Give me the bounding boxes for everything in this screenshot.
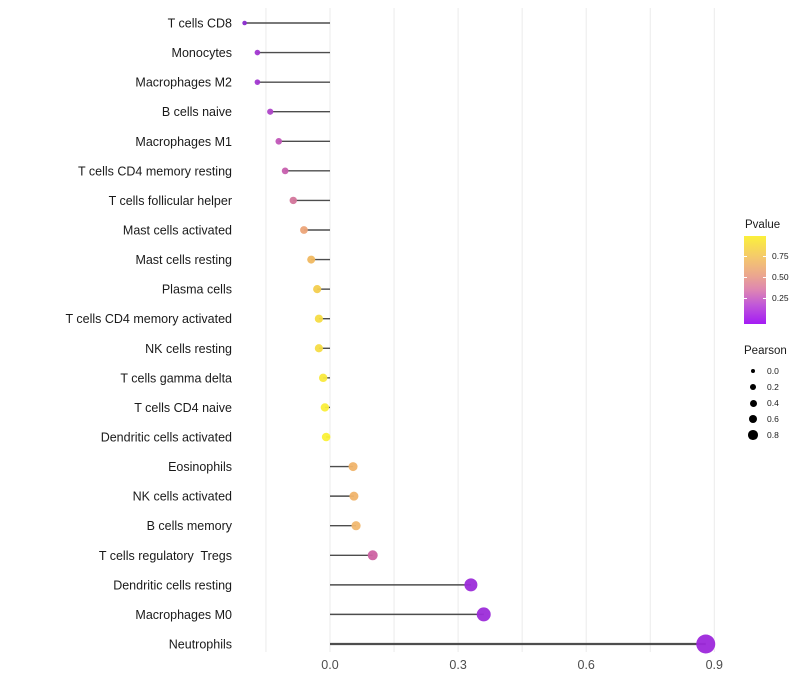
category-label: NK cells resting [145, 342, 232, 356]
pearson-legend-title: Pearson [744, 345, 787, 357]
pvalue-legend-title: Pvalue [745, 219, 781, 231]
pearson-size-legend: Pearson 0.0 0.2 0.4 0.6 0.8 [743, 345, 800, 443]
data-point [320, 403, 330, 412]
data-point [313, 285, 322, 294]
pearson-legend-row: 0.4 [743, 395, 800, 411]
gradient-tick-mark [763, 277, 766, 278]
data-point [476, 607, 491, 622]
category-label: Eosinophils [168, 460, 232, 474]
pearson-size-label: 0.0 [767, 366, 779, 376]
category-label: T cells CD8 [168, 17, 232, 31]
pearson-size-label: 0.2 [767, 382, 779, 392]
pearson-dot-cell [743, 399, 763, 407]
category-label: T cells gamma delta [120, 371, 232, 385]
pearson-size-dot [748, 430, 758, 440]
data-point [300, 226, 308, 234]
data-point [464, 578, 478, 592]
pearson-size-dot [748, 414, 758, 424]
pearson-legend-row: 0.2 [743, 379, 800, 395]
pearson-legend-row: 0.0 [743, 363, 800, 379]
gradient-tick-mark [763, 298, 766, 299]
data-point [307, 255, 316, 264]
data-point [367, 550, 378, 561]
pearson-dot-cell [743, 368, 763, 374]
pearson-size-label: 0.8 [767, 430, 779, 440]
category-label: Dendritic cells resting [113, 578, 232, 592]
category-label: Macrophages M0 [135, 608, 232, 622]
x-axis-tick-label: 0.6 [578, 658, 595, 672]
category-label: Mast cells activated [123, 223, 232, 237]
category-label: Mast cells resting [135, 253, 232, 267]
data-point [348, 462, 358, 472]
pvalue-gradient-bar: 0.75 0.50 0.25 [744, 236, 789, 324]
x-axis-tick-label: 0.0 [321, 658, 338, 672]
pearson-size-label: 0.6 [767, 414, 779, 424]
data-point [696, 634, 716, 654]
data-point [267, 108, 274, 115]
gradient-tick-mark [744, 277, 747, 278]
pvalue-tick-label: 0.50 [772, 272, 789, 282]
data-point [318, 373, 328, 383]
gradient-tick-mark [744, 256, 747, 257]
data-point [254, 49, 261, 56]
category-label: B cells memory [147, 519, 233, 533]
pearson-dot-cell [743, 430, 763, 440]
pearson-legend-items: 0.0 0.2 0.4 0.6 0.8 [743, 363, 800, 443]
pearson-dot-cell [743, 384, 763, 390]
pearson-size-label: 0.4 [767, 398, 779, 408]
data-point [275, 137, 283, 145]
data-point [314, 314, 323, 323]
category-label: T cells regulatory Tregs [99, 549, 232, 563]
category-label: Plasma cells [162, 283, 232, 297]
data-point [349, 491, 359, 501]
pearson-size-dot [750, 368, 756, 374]
category-label: Monocytes [172, 46, 232, 60]
pearson-dot-cell [743, 414, 763, 424]
category-label: B cells naive [162, 105, 232, 119]
pvalue-tick-label: 0.25 [772, 293, 789, 303]
pvalue-color-legend: Pvalue 0.75 0.50 0.25 [744, 219, 800, 324]
pearson-size-dot [749, 399, 757, 407]
gradient-tick-mark [763, 256, 766, 257]
gradient-tick-mark [744, 298, 747, 299]
data-point [351, 521, 361, 531]
category-label: Macrophages M1 [135, 135, 232, 149]
category-label: T cells CD4 memory resting [78, 164, 232, 178]
data-point [242, 20, 247, 26]
pearson-legend-row: 0.6 [743, 411, 800, 427]
data-point [289, 196, 297, 205]
category-label: T cells CD4 naive [134, 401, 232, 415]
data-point [254, 79, 261, 85]
x-axis-tick-label: 0.9 [706, 658, 723, 672]
data-point [321, 432, 331, 442]
data-point [314, 344, 323, 353]
pearson-legend-row: 0.8 [743, 427, 800, 443]
category-label: Dendritic cells activated [101, 430, 232, 444]
data-point [281, 167, 289, 175]
x-axis-tick-label: 0.3 [449, 658, 466, 672]
pvalue-tick-label: 0.75 [772, 251, 789, 261]
category-label: NK cells activated [133, 490, 232, 504]
category-label: Macrophages M2 [135, 76, 232, 90]
category-label: T cells follicular helper [109, 194, 232, 208]
category-label: Neutrophils [169, 637, 232, 651]
pearson-size-dot [750, 384, 756, 390]
category-label: T cells CD4 memory activated [66, 312, 233, 326]
